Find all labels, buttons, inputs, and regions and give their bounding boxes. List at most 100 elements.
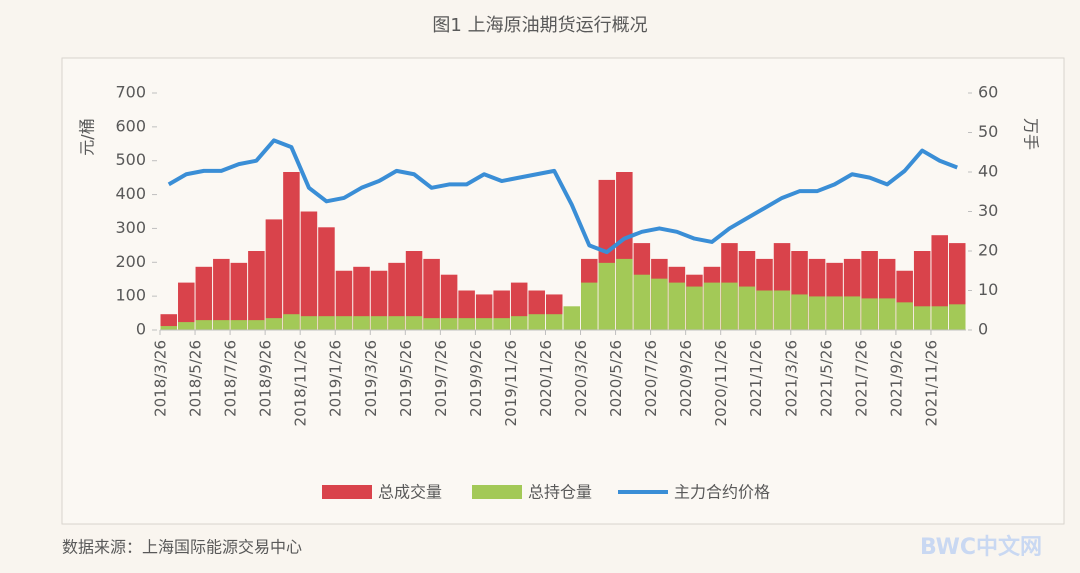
x-tick-label: 2020/7/26 <box>642 340 660 417</box>
bar <box>248 251 265 330</box>
bar <box>878 298 896 330</box>
bar <box>195 320 213 330</box>
bar <box>370 316 388 330</box>
bar <box>178 322 195 330</box>
bar <box>510 316 528 330</box>
bar <box>773 290 791 330</box>
bar <box>213 258 230 330</box>
y2-tick-label: 20 <box>978 241 998 260</box>
bar <box>528 314 545 330</box>
bar <box>388 316 405 330</box>
bar <box>651 278 668 330</box>
watermark: BWC中文网 <box>920 534 1042 560</box>
bar <box>265 318 283 330</box>
bar <box>721 282 738 330</box>
legend-label: 总成交量 <box>378 483 442 502</box>
bar <box>283 172 300 330</box>
legend-swatch <box>472 485 522 499</box>
x-tick-label: 2020/9/26 <box>677 340 695 417</box>
x-tick-label: 2020/11/26 <box>712 340 730 426</box>
bar <box>808 296 826 330</box>
bar <box>633 274 651 330</box>
bar <box>423 318 440 330</box>
y-tick-label: 600 <box>115 116 146 135</box>
bar <box>475 318 493 330</box>
bar <box>913 306 931 330</box>
y-tick-label: 400 <box>115 184 146 203</box>
x-tick-label: 2019/7/26 <box>432 340 450 417</box>
y-tick-label: 700 <box>115 83 146 102</box>
bar <box>598 262 616 330</box>
y2-tick-label: 10 <box>978 280 998 299</box>
bar <box>353 316 370 330</box>
bar <box>283 314 300 330</box>
bar <box>353 266 370 330</box>
bar <box>843 296 861 330</box>
bar <box>668 282 686 330</box>
x-tick-label: 2021/5/26 <box>817 340 835 417</box>
y2-tick-label: 30 <box>978 201 998 220</box>
y-tick-label: 0 <box>136 320 146 339</box>
source-note: 数据来源：上海国际能源交易中心 <box>62 538 302 557</box>
y-tick-label: 500 <box>115 150 146 169</box>
bar <box>703 282 721 330</box>
bar <box>791 294 808 330</box>
bar <box>756 290 773 330</box>
bar <box>405 251 423 330</box>
bar <box>213 320 230 330</box>
x-tick-label: 2020/5/26 <box>607 340 625 417</box>
y2-tick-label: 0 <box>978 320 988 339</box>
bar <box>616 258 633 330</box>
y2-axis-label: 万手 <box>1022 118 1041 150</box>
bar <box>300 211 318 330</box>
legend-label: 总持仓量 <box>528 483 592 502</box>
x-tick-label: 2018/9/26 <box>257 340 275 417</box>
bar <box>458 318 475 330</box>
chart-title: 图1 上海原油期货运行概况 <box>432 15 647 36</box>
price-line <box>167 138 958 255</box>
x-tick-label: 2020/1/26 <box>537 340 555 417</box>
bar <box>230 320 248 330</box>
bar <box>686 286 703 330</box>
bar <box>335 270 353 330</box>
bar <box>160 326 178 330</box>
y-tick-label: 100 <box>115 286 146 305</box>
bar <box>230 262 248 330</box>
bar <box>738 286 756 330</box>
x-tick-label: 2021/11/26 <box>922 340 940 426</box>
x-tick-label: 2021/1/26 <box>747 340 765 417</box>
x-tick-label: 2021/3/26 <box>782 340 800 417</box>
bar <box>545 314 563 330</box>
bar <box>195 266 213 330</box>
y2-tick-label: 40 <box>978 162 998 181</box>
x-tick-label: 2019/3/26 <box>362 340 380 417</box>
x-tick-label: 2019/1/26 <box>327 340 345 417</box>
x-tick-label: 2018/7/26 <box>222 340 240 417</box>
bar <box>440 318 458 330</box>
x-tick-label: 2018/3/26 <box>152 340 170 417</box>
x-tick-label: 2019/9/26 <box>467 340 485 417</box>
bar <box>563 306 581 330</box>
legend-label: 主力合约价格 <box>674 483 770 502</box>
bar <box>861 298 878 330</box>
bar <box>370 270 388 330</box>
legend-swatch <box>322 485 372 499</box>
bar <box>300 316 318 330</box>
bar <box>248 320 265 330</box>
bar <box>826 296 843 330</box>
x-tick-label: 2021/9/26 <box>887 340 905 417</box>
x-tick-label: 2018/11/26 <box>292 340 310 426</box>
y-tick-label: 200 <box>115 252 146 271</box>
bar <box>493 318 510 330</box>
y2-tick-label: 60 <box>978 83 998 102</box>
bar <box>948 304 966 330</box>
bar <box>335 316 353 330</box>
bar <box>318 227 335 330</box>
bar <box>265 219 283 330</box>
bar <box>440 274 458 330</box>
y-axis-label: 元/桶 <box>78 118 97 155</box>
bar <box>423 258 440 330</box>
x-tick-label: 2019/11/26 <box>502 340 520 426</box>
x-tick-label: 2020/3/26 <box>572 340 590 417</box>
